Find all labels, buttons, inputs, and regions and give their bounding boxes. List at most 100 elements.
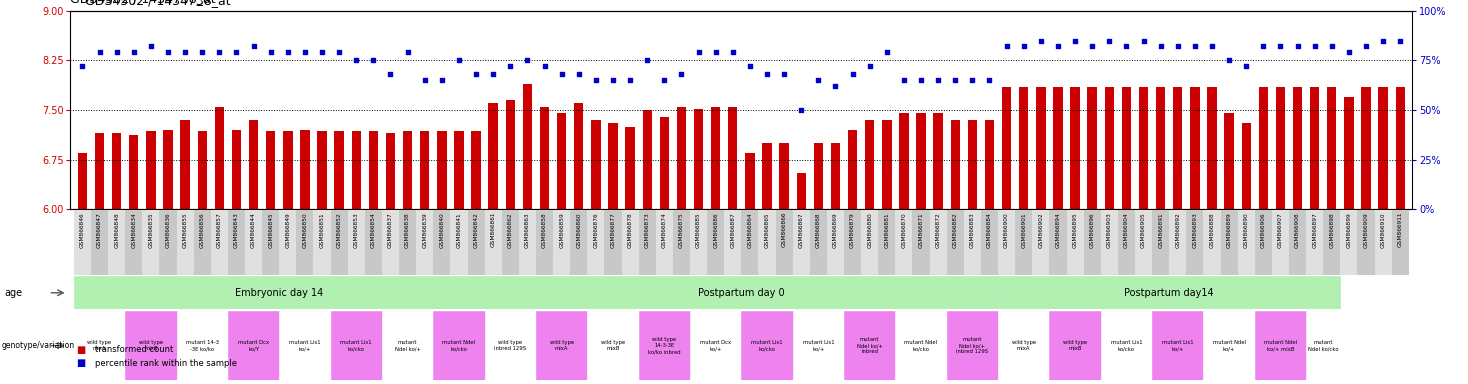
Bar xyxy=(947,210,964,275)
Point xyxy=(258,50,282,56)
Bar xyxy=(301,130,310,209)
Bar xyxy=(125,311,176,380)
Bar xyxy=(73,210,91,275)
Point xyxy=(857,63,881,70)
Text: GSM866898: GSM866898 xyxy=(1330,212,1334,248)
Bar xyxy=(433,210,451,275)
Bar xyxy=(724,210,741,275)
Bar xyxy=(279,210,297,275)
Text: GSM866839: GSM866839 xyxy=(423,212,427,248)
Bar xyxy=(1019,87,1029,209)
Point xyxy=(1132,38,1155,44)
Point xyxy=(602,77,625,83)
Point xyxy=(294,50,317,56)
Bar xyxy=(1224,113,1233,209)
Bar xyxy=(211,210,228,275)
Bar xyxy=(1327,87,1336,209)
Text: GSM866837: GSM866837 xyxy=(388,212,393,248)
Point xyxy=(1320,43,1343,50)
Point xyxy=(515,57,539,63)
Text: GSM866856: GSM866856 xyxy=(200,212,204,248)
Bar xyxy=(1139,87,1148,209)
Text: GSM866888: GSM866888 xyxy=(1210,212,1214,248)
Text: age: age xyxy=(4,288,22,298)
Text: GSM866834: GSM866834 xyxy=(131,212,137,248)
Text: GSM866896: GSM866896 xyxy=(1089,212,1095,248)
Bar xyxy=(895,210,913,275)
Bar xyxy=(505,100,515,209)
Point xyxy=(1371,38,1395,44)
Bar xyxy=(1036,87,1045,209)
Point xyxy=(1268,43,1292,50)
Text: GDS4502 / 1434738_at: GDS4502 / 1434738_at xyxy=(85,0,230,7)
Text: ■: ■ xyxy=(76,358,85,368)
Bar xyxy=(330,311,382,380)
Bar xyxy=(934,113,942,209)
Point xyxy=(1304,43,1327,50)
Bar xyxy=(536,210,553,275)
Bar xyxy=(741,311,793,380)
Bar xyxy=(523,84,531,209)
Text: GSM866878: GSM866878 xyxy=(628,212,633,248)
Bar xyxy=(981,210,998,275)
Bar xyxy=(916,113,926,209)
Point xyxy=(1047,43,1070,50)
Bar xyxy=(998,311,1050,380)
Text: GSM866890: GSM866890 xyxy=(1243,212,1249,248)
Text: mutant Lis1
ko/+: mutant Lis1 ko/+ xyxy=(289,340,320,351)
Point xyxy=(482,71,505,77)
Bar xyxy=(929,210,947,275)
Bar xyxy=(895,311,947,380)
Text: GSM866860: GSM866860 xyxy=(577,212,581,248)
Point xyxy=(944,77,967,83)
Point xyxy=(1098,38,1122,44)
Point xyxy=(207,50,230,56)
Text: GSM866850: GSM866850 xyxy=(302,212,307,248)
Point xyxy=(995,43,1019,50)
Bar xyxy=(625,127,634,209)
Bar xyxy=(711,107,721,209)
Text: GSM866876: GSM866876 xyxy=(593,212,599,248)
Point xyxy=(909,77,932,83)
Point xyxy=(926,77,950,83)
Bar xyxy=(1238,210,1255,275)
Bar xyxy=(762,143,772,209)
Text: GSM866906: GSM866906 xyxy=(1261,212,1265,248)
Text: mutant Ndel
ko/cko: mutant Ndel ko/cko xyxy=(904,340,938,351)
Bar xyxy=(518,210,536,275)
Bar xyxy=(194,210,211,275)
Bar xyxy=(587,210,605,275)
Text: wild type
mixA: wild type mixA xyxy=(549,340,574,351)
Point xyxy=(88,50,112,56)
Bar xyxy=(228,311,279,380)
Text: GSM866864: GSM866864 xyxy=(747,212,753,248)
Bar xyxy=(1258,87,1268,209)
Bar xyxy=(351,131,361,209)
Bar xyxy=(181,120,189,209)
Point xyxy=(1355,43,1378,50)
Bar xyxy=(1255,210,1271,275)
Bar xyxy=(556,113,567,209)
Text: GSM866887: GSM866887 xyxy=(730,212,735,248)
Bar xyxy=(420,131,430,209)
Text: wild type
14-3-3E
ko/ko inbred: wild type 14-3-3E ko/ko inbred xyxy=(647,337,681,354)
Point xyxy=(978,77,1001,83)
Text: GSM866840: GSM866840 xyxy=(439,212,445,248)
Point xyxy=(1389,38,1412,44)
Text: GSM866872: GSM866872 xyxy=(935,212,941,248)
Text: GSM866866: GSM866866 xyxy=(781,212,787,247)
Bar xyxy=(1204,210,1220,275)
Bar xyxy=(690,311,741,380)
Text: Embryonic day 14: Embryonic day 14 xyxy=(235,288,323,298)
Bar xyxy=(690,210,708,275)
Text: GSM866868: GSM866868 xyxy=(816,212,821,248)
Bar xyxy=(399,210,415,275)
Bar xyxy=(245,210,263,275)
Bar xyxy=(1117,210,1135,275)
Bar xyxy=(813,143,824,209)
Point xyxy=(738,63,762,70)
Bar xyxy=(1088,87,1097,209)
Point xyxy=(1337,50,1361,56)
Bar xyxy=(775,210,793,275)
Bar xyxy=(1340,210,1358,275)
